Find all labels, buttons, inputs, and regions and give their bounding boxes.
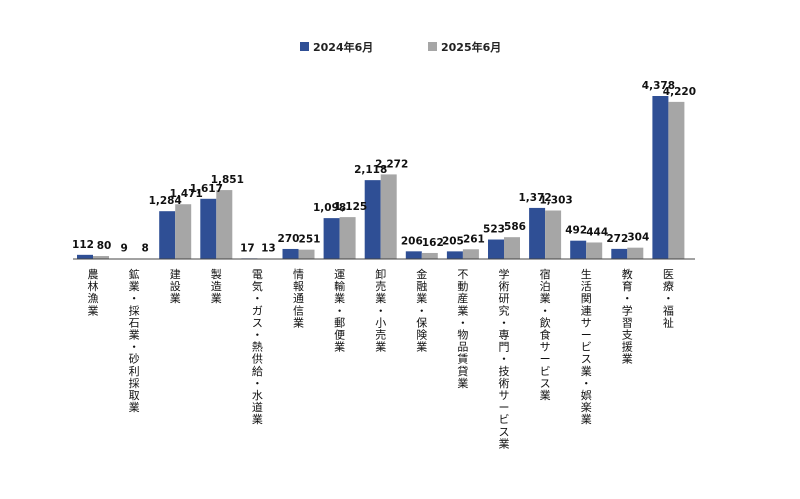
value-label: 492 <box>565 225 587 237</box>
legend-swatch <box>428 42 437 51</box>
bar-2025-6 <box>298 249 315 259</box>
category-label: 教育・学習支援業 <box>622 268 633 366</box>
value-label: 2,118 <box>354 164 387 176</box>
category-label: 建設業 <box>170 267 181 305</box>
value-label: 1,471 <box>170 188 203 200</box>
bar-2024-13 <box>570 240 587 259</box>
value-label: 4,220 <box>663 86 696 98</box>
value-label: 1,098 <box>313 202 346 214</box>
bar-2024-11 <box>488 239 504 259</box>
legend-label: 2025年6月 <box>441 40 501 54</box>
value-label: 251 <box>299 234 321 246</box>
value-label: 17 <box>240 242 255 254</box>
value-label: 1,284 <box>149 195 182 207</box>
category-label: 医療・福祉 <box>663 268 674 329</box>
category-label: 学術研究・専門・技術サービス業 <box>499 267 510 450</box>
bar-2025-15 <box>668 101 685 259</box>
value-label: 80 <box>97 240 112 252</box>
category-label: 宿泊業・飲食サービス業 <box>540 267 551 402</box>
category-label: 生活関連サービス業・娯楽業 <box>581 267 592 426</box>
category-label: 不動産業・物品賃貸業 <box>457 268 468 390</box>
bar-2024-14 <box>611 248 628 259</box>
bar-2025-3 <box>175 204 192 259</box>
category-label: 卸売業・小売業 <box>375 267 386 354</box>
category-label: 農林漁業 <box>88 267 99 317</box>
bar-2025-8 <box>380 174 397 259</box>
bar-2024-10 <box>446 251 463 259</box>
bar-2025-7 <box>339 217 356 259</box>
bar-2025-12 <box>545 210 562 259</box>
bar-2024-6 <box>282 248 299 259</box>
value-label: 272 <box>606 233 628 245</box>
bar-2024-3 <box>159 211 176 259</box>
legend-label: 2024年6月 <box>313 40 373 54</box>
category-label: 情報通信業 <box>293 268 304 329</box>
category-label: 電気・ガス・熱供給・水道業 <box>252 268 263 426</box>
category-label: 運輸業・郵便業 <box>334 268 345 354</box>
bar-2024-9 <box>405 251 422 259</box>
value-label: 1,617 <box>190 183 223 195</box>
chart-legend: 2024年6月 2025年6月 <box>300 40 501 54</box>
bar-2025-9 <box>421 252 438 259</box>
value-label: 1,372 <box>518 192 551 204</box>
value-label: 2,272 <box>375 158 408 170</box>
value-label: 13 <box>261 243 276 255</box>
bar-2024-12 <box>529 207 546 259</box>
bar-2024-1 <box>77 254 93 259</box>
legend-swatch <box>300 42 309 51</box>
value-label: 205 <box>442 235 464 247</box>
bar-2025-13 <box>586 242 603 259</box>
value-label: 304 <box>627 232 649 244</box>
category-labels-group: 農林漁業 鉱業・採石業・砂利採取業 建設業 製造業 電気・ガス・熱供給・水道業 情報通信業… <box>88 267 674 450</box>
bar-2025-1 <box>93 256 109 259</box>
bar-2024-8 <box>364 180 381 259</box>
value-label: 523 <box>483 224 505 236</box>
value-label: 8 <box>141 243 148 255</box>
value-label: 162 <box>422 237 444 249</box>
category-label: 製造業 <box>211 267 222 305</box>
value-label: 270 <box>278 233 300 245</box>
value-label: 261 <box>463 233 485 245</box>
bars-group <box>77 96 685 259</box>
category-label: 鉱業・採石業・砂利採取業 <box>129 267 140 414</box>
bar-2025-14 <box>627 247 644 259</box>
bar-2025-4 <box>216 190 233 259</box>
value-label: 586 <box>504 221 526 233</box>
bar-2025-10 <box>462 249 479 259</box>
legend-item-2: 2025年6月 <box>428 40 501 54</box>
bar-2024-7 <box>323 218 340 259</box>
bar-2025-11 <box>504 237 520 259</box>
value-label: 444 <box>586 226 608 238</box>
category-label: 金融業・保険業 <box>416 267 427 354</box>
value-label: 4,378 <box>642 80 675 92</box>
value-label: 1,125 <box>334 201 367 213</box>
bar-2024-15 <box>652 96 669 259</box>
value-label: 1,851 <box>211 174 244 186</box>
legend-item-1: 2024年6月 <box>300 40 373 54</box>
value-label: 9 <box>120 243 127 255</box>
value-label: 1,303 <box>539 194 572 206</box>
value-label: 206 <box>401 235 423 247</box>
value-label: 112 <box>72 239 94 251</box>
bar-2024-4 <box>200 198 217 259</box>
